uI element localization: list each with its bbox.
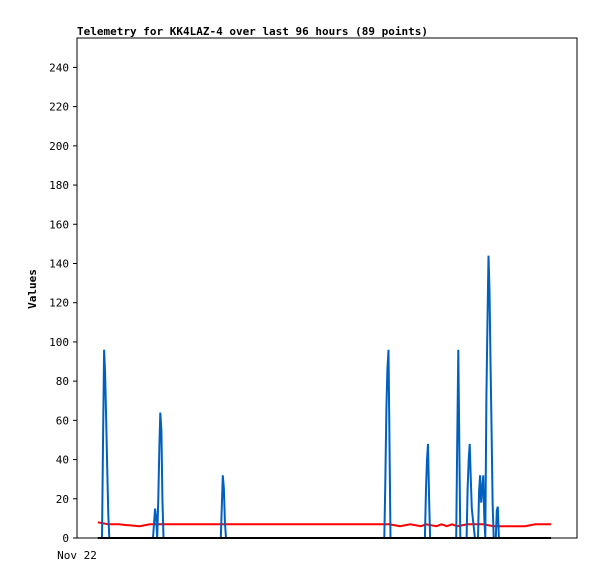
- y-axis-ticks: 0 20 40 60 80 100 120 140 160 180 200 220 240: [49, 61, 77, 545]
- y-tick-label: 0: [62, 532, 69, 545]
- y-tick-label: 40: [56, 454, 69, 467]
- series-layer: [97, 255, 551, 539]
- y-tick-label: 20: [56, 493, 69, 506]
- y-tick-label: 100: [49, 336, 69, 349]
- y-tick-label: 160: [49, 218, 69, 231]
- y-tick-label: 120: [49, 297, 69, 310]
- y-axis-label: Values: [26, 269, 39, 309]
- y-tick-label: 60: [56, 414, 69, 427]
- series-line-2: [101, 255, 500, 539]
- y-tick-label: 200: [49, 140, 69, 153]
- y-tick-label: 180: [49, 179, 69, 192]
- y-tick-label: 140: [49, 257, 69, 270]
- x-axis-ticks: Nov 22: [57, 549, 97, 562]
- x-tick-label: Nov 22: [57, 549, 97, 562]
- chart-title: Telemetry for KK4LAZ-4 over last 96 hour…: [77, 25, 428, 38]
- y-tick-label: 240: [49, 61, 69, 74]
- y-tick-label: 80: [56, 375, 69, 388]
- plot-area: [76, 37, 578, 539]
- y-tick-label: 220: [49, 101, 69, 114]
